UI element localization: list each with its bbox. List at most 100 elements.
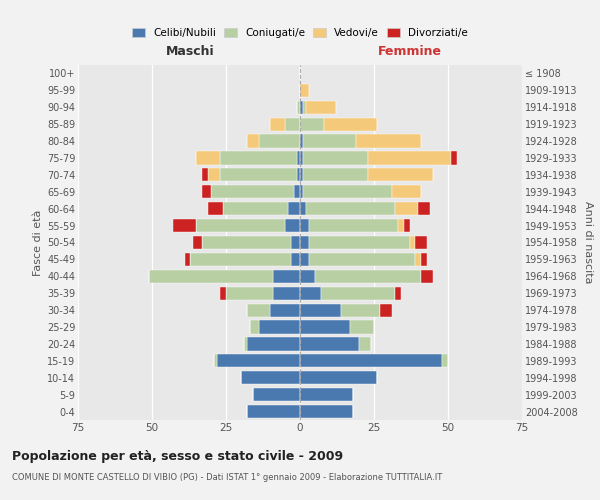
Bar bbox=[300, 202, 306, 215]
Bar bbox=[368, 168, 433, 181]
Bar bbox=[247, 304, 271, 316]
Bar bbox=[300, 84, 309, 97]
Bar bbox=[297, 100, 300, 114]
Bar bbox=[451, 152, 457, 164]
Bar bbox=[149, 270, 274, 283]
Bar bbox=[300, 219, 309, 232]
Bar bbox=[442, 354, 448, 368]
Bar bbox=[297, 168, 300, 181]
Bar bbox=[196, 152, 220, 164]
Bar bbox=[300, 354, 442, 368]
Bar bbox=[271, 304, 300, 316]
Bar bbox=[300, 388, 353, 401]
Bar bbox=[241, 371, 300, 384]
Bar bbox=[220, 286, 226, 300]
Bar bbox=[410, 236, 415, 249]
Bar bbox=[300, 236, 309, 249]
Bar bbox=[350, 320, 374, 334]
Bar bbox=[395, 202, 418, 215]
Bar bbox=[323, 118, 377, 131]
Bar bbox=[300, 134, 303, 147]
Bar bbox=[247, 134, 259, 147]
Bar bbox=[300, 253, 309, 266]
Bar bbox=[309, 236, 410, 249]
Bar bbox=[208, 202, 223, 215]
Bar bbox=[300, 118, 323, 131]
Bar bbox=[300, 185, 303, 198]
Bar bbox=[202, 185, 211, 198]
Bar bbox=[300, 100, 303, 114]
Bar bbox=[315, 270, 421, 283]
Bar bbox=[300, 168, 303, 181]
Bar bbox=[173, 219, 196, 232]
Bar bbox=[300, 304, 341, 316]
Bar bbox=[285, 219, 300, 232]
Bar bbox=[300, 405, 353, 418]
Bar bbox=[421, 270, 433, 283]
Bar bbox=[211, 185, 294, 198]
Bar bbox=[247, 338, 300, 350]
Bar bbox=[415, 236, 427, 249]
Text: Maschi: Maschi bbox=[166, 45, 215, 58]
Bar bbox=[300, 320, 350, 334]
Bar bbox=[309, 219, 398, 232]
Bar bbox=[341, 304, 380, 316]
Bar bbox=[196, 219, 285, 232]
Bar bbox=[303, 168, 368, 181]
Bar bbox=[303, 134, 356, 147]
Bar bbox=[220, 152, 297, 164]
Text: Popolazione per età, sesso e stato civile - 2009: Popolazione per età, sesso e stato civil… bbox=[12, 450, 343, 463]
Y-axis label: Anni di nascita: Anni di nascita bbox=[583, 201, 593, 284]
Bar bbox=[244, 338, 247, 350]
Bar bbox=[395, 286, 401, 300]
Bar bbox=[398, 219, 404, 232]
Bar bbox=[300, 338, 359, 350]
Y-axis label: Fasce di età: Fasce di età bbox=[32, 210, 43, 276]
Bar bbox=[303, 100, 306, 114]
Bar bbox=[291, 253, 300, 266]
Bar bbox=[220, 168, 297, 181]
Bar bbox=[356, 134, 421, 147]
Bar bbox=[421, 253, 427, 266]
Bar bbox=[193, 236, 202, 249]
Bar bbox=[202, 168, 208, 181]
Bar bbox=[291, 236, 300, 249]
Bar bbox=[259, 320, 300, 334]
Bar bbox=[202, 236, 291, 249]
Bar bbox=[271, 118, 285, 131]
Bar bbox=[285, 118, 300, 131]
Bar bbox=[217, 354, 300, 368]
Bar bbox=[274, 270, 300, 283]
Bar bbox=[392, 185, 421, 198]
Bar bbox=[309, 253, 415, 266]
Bar bbox=[253, 388, 300, 401]
Bar bbox=[185, 253, 190, 266]
Bar bbox=[306, 202, 395, 215]
Bar bbox=[300, 286, 321, 300]
Text: COMUNE DI MONTE CASTELLO DI VIBIO (PG) - Dati ISTAT 1° gennaio 2009 - Elaborazio: COMUNE DI MONTE CASTELLO DI VIBIO (PG) -… bbox=[12, 472, 442, 482]
Bar bbox=[274, 286, 300, 300]
Bar bbox=[300, 270, 315, 283]
Bar bbox=[306, 100, 335, 114]
Bar bbox=[288, 202, 300, 215]
Legend: Celibi/Nubili, Coniugati/e, Vedovi/e, Divorziati/e: Celibi/Nubili, Coniugati/e, Vedovi/e, Di… bbox=[128, 24, 472, 42]
Bar bbox=[368, 152, 451, 164]
Bar bbox=[190, 253, 291, 266]
Text: Femmine: Femmine bbox=[377, 45, 442, 58]
Bar bbox=[250, 320, 259, 334]
Bar bbox=[303, 185, 392, 198]
Bar bbox=[300, 371, 377, 384]
Bar bbox=[303, 152, 368, 164]
Bar bbox=[259, 134, 300, 147]
Bar bbox=[214, 354, 217, 368]
Bar bbox=[208, 168, 220, 181]
Bar bbox=[380, 304, 392, 316]
Bar bbox=[294, 185, 300, 198]
Bar bbox=[247, 405, 300, 418]
Bar bbox=[300, 152, 303, 164]
Bar bbox=[415, 253, 421, 266]
Bar bbox=[297, 152, 300, 164]
Bar bbox=[418, 202, 430, 215]
Bar bbox=[223, 202, 288, 215]
Bar bbox=[359, 338, 371, 350]
